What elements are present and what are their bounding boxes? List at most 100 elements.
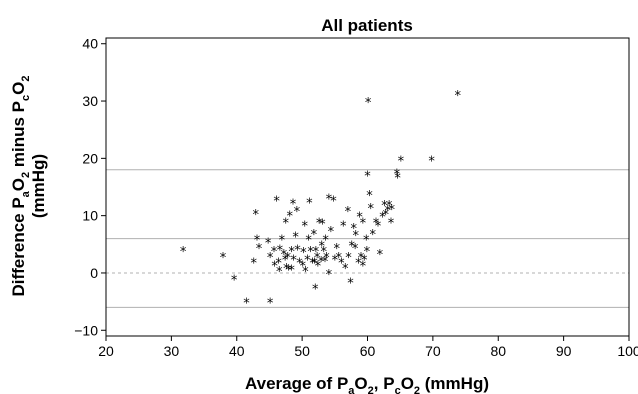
data-point: *	[322, 255, 329, 270]
data-point: *	[305, 234, 312, 249]
x-axis-label-subscript: c	[395, 385, 401, 394]
data-point: *	[326, 268, 333, 283]
data-point: *	[347, 277, 354, 292]
data-point: *	[361, 254, 368, 269]
x-axis-label-part: O	[354, 374, 367, 393]
data-point: *	[360, 216, 367, 231]
data-point: *	[340, 219, 347, 234]
data-point: *	[364, 245, 371, 260]
data-point: *	[231, 274, 238, 289]
data-point: *	[320, 245, 327, 260]
x-axis-label-subscript: 2	[368, 385, 374, 394]
y-tick-label: −10	[74, 322, 98, 338]
data-point: *	[312, 282, 319, 297]
data-point: *	[366, 189, 373, 204]
y-axis-label-part: O	[9, 178, 28, 191]
x-axis-label-part: O	[401, 374, 414, 393]
data-point: *	[326, 192, 333, 207]
data-point: *	[428, 154, 435, 169]
data-point: *	[369, 228, 376, 243]
data-point: *	[345, 251, 352, 266]
data-point: *	[283, 216, 290, 231]
data-point: *	[394, 168, 401, 183]
data-point: *	[349, 239, 356, 254]
data-point: *	[368, 202, 375, 217]
data-point: *	[381, 199, 388, 214]
data-point: *	[300, 246, 307, 261]
data-point: *	[290, 254, 297, 269]
data-point: *	[358, 251, 365, 266]
data-point: *	[363, 234, 370, 249]
x-tick-label: 80	[490, 343, 506, 359]
data-point: *	[304, 254, 311, 269]
data-point: *	[307, 245, 314, 260]
x-tick-label: 40	[229, 343, 245, 359]
data-point: *	[275, 257, 282, 272]
data-point: *	[292, 231, 299, 246]
data-point: *	[252, 208, 259, 223]
y-tick-label: 30	[82, 93, 98, 109]
x-axis-label: Average of PaO2, PcO2 (mmHg)	[245, 374, 489, 394]
x-tick-label: 30	[164, 343, 180, 359]
data-point: *	[271, 245, 278, 260]
data-point: *	[356, 211, 363, 226]
data-point: *	[360, 259, 367, 274]
data-point: *	[383, 208, 390, 223]
x-tick-label: 90	[556, 343, 572, 359]
data-point: *	[311, 228, 318, 243]
y-tick-label: 20	[82, 150, 98, 166]
x-tick-label: 70	[425, 343, 441, 359]
data-point: *	[250, 257, 257, 272]
data-point: *	[302, 265, 309, 280]
y-axis-label-group: Difference PaO2 minus PcO2 (mmHg)	[9, 75, 48, 296]
data-point: *	[330, 195, 337, 210]
x-axis-label-part: Average of P	[245, 374, 348, 393]
data-point: *	[254, 234, 261, 249]
data-point: *	[290, 197, 297, 212]
data-point: *	[365, 96, 372, 111]
data-point: *	[345, 205, 352, 220]
data-point: *	[351, 222, 358, 237]
data-point: *	[296, 257, 303, 272]
data-point: *	[273, 195, 280, 210]
data-point: *	[388, 216, 395, 231]
data-point: *	[335, 251, 342, 266]
data-point: *	[379, 211, 386, 226]
x-axis-label-part: , P	[374, 374, 395, 393]
data-points: * ******* ********************************…	[180, 89, 462, 311]
data-point: *	[267, 297, 274, 312]
data-point: *	[314, 251, 321, 266]
data-point: *	[281, 248, 288, 263]
plot-frame	[105, 37, 630, 337]
data-point: *	[364, 169, 371, 184]
data-point: *	[394, 172, 401, 187]
data-point: *	[277, 243, 284, 258]
data-point: *	[375, 219, 382, 234]
data-point: *	[342, 262, 349, 277]
y-axis-label-subscript: c	[20, 95, 32, 101]
y-tick-label: 40	[82, 36, 98, 52]
data-point: *	[243, 297, 250, 312]
data-point: *	[309, 257, 316, 272]
y-axis-label-part: O	[9, 82, 28, 95]
data-point: *	[311, 257, 318, 272]
data-point: *	[386, 199, 393, 214]
x-tick-label: 20	[98, 343, 114, 359]
data-point: *	[279, 234, 286, 249]
data-point: *	[301, 219, 308, 234]
data-point: *	[315, 259, 322, 274]
data-point: *	[318, 255, 325, 270]
data-point: *	[328, 225, 335, 240]
y-axis-label: Difference PaO2 minus PcO2	[9, 75, 32, 296]
x-axis-ticks: 20 30 40 50 60 70 80 90 100	[98, 336, 638, 359]
y-tick-label: 0	[90, 265, 98, 281]
data-point: *	[313, 245, 320, 260]
data-point: *	[294, 243, 301, 258]
y-axis-ticks: −10 0 10 20 30 40	[74, 36, 106, 338]
y-tick-label: 10	[82, 208, 98, 224]
data-point: *	[276, 265, 283, 280]
data-point: *	[388, 203, 395, 218]
data-point: *	[338, 257, 345, 272]
data-point: *	[355, 257, 362, 272]
data-point: *	[283, 262, 290, 277]
